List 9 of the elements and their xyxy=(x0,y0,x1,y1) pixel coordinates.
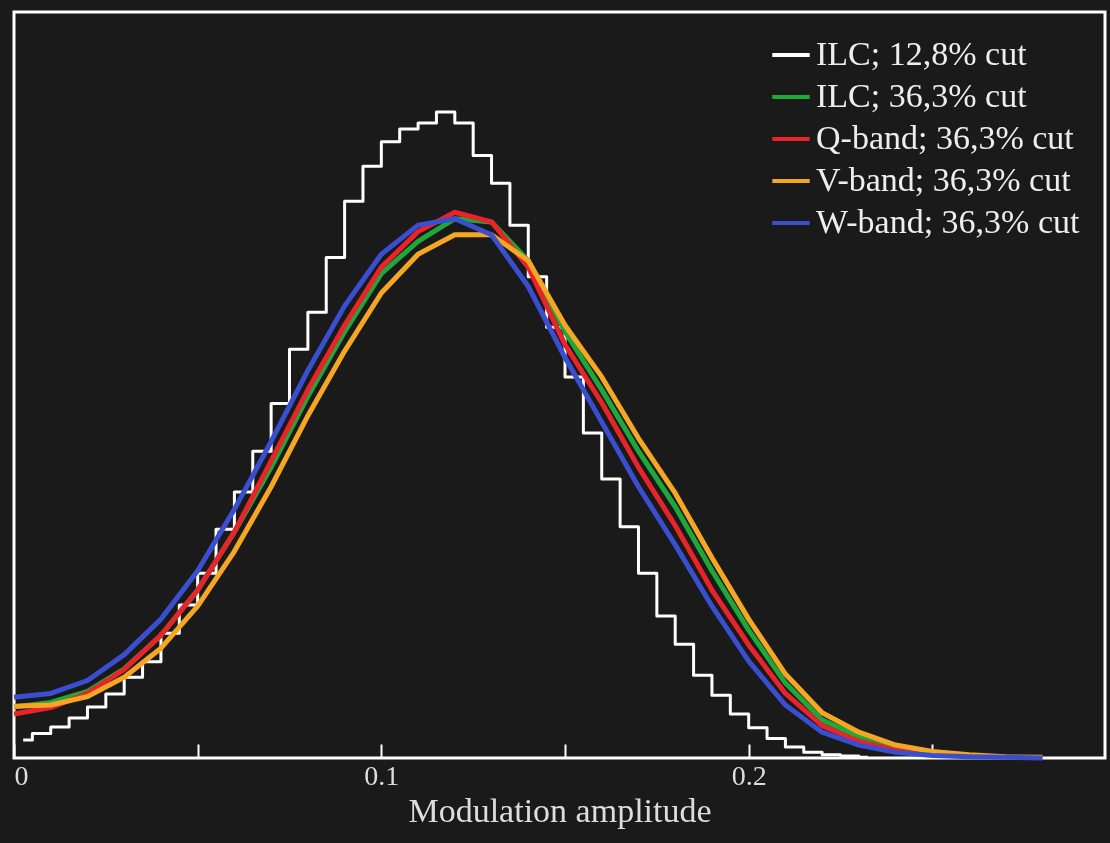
legend-label: W-band; 36,3% cut xyxy=(816,203,1080,240)
legend-label: ILC; 36,3% cut xyxy=(816,77,1028,114)
x-tick-label: 0 xyxy=(14,759,29,791)
legend-label: V-band; 36,3% cut xyxy=(816,161,1072,198)
legend-label: ILC; 12,8% cut xyxy=(816,35,1028,72)
legend-label: Q-band; 36,3% cut xyxy=(816,119,1075,156)
x-tick-label: 0.1 xyxy=(364,759,400,791)
x-axis-title: Modulation amplitude xyxy=(408,791,712,829)
x-tick-label: 0.2 xyxy=(731,759,767,791)
